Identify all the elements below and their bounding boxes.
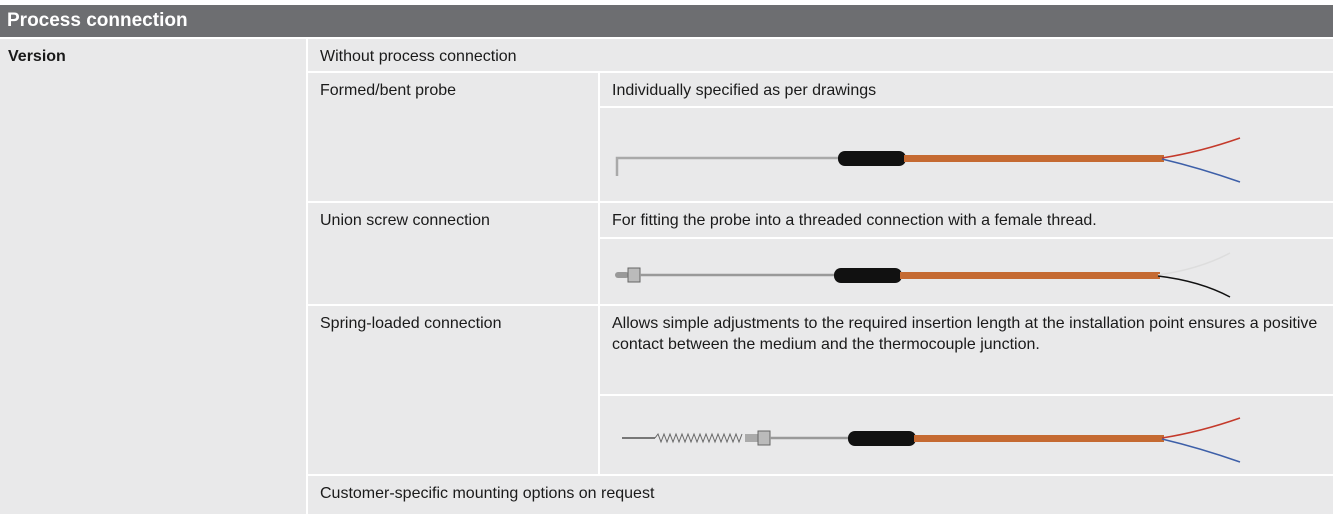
cell: Customer-specific mounting options on re… [308, 476, 1333, 514]
probe-illustration [622, 417, 1241, 463]
option-name: Spring-loaded connection [308, 306, 598, 474]
row-label: Version [0, 39, 306, 514]
option-name: Union screw connection [308, 203, 598, 304]
image-cell [600, 108, 1333, 201]
option-description: Allows simple adjustments to the require… [600, 306, 1333, 394]
probe-illustration [615, 137, 1241, 183]
option-description: Individually specified as per drawings [600, 73, 1333, 106]
image-cell [600, 239, 1333, 304]
option-name: Formed/bent probe [308, 73, 598, 201]
section-header: Process connection [0, 5, 1333, 37]
cell: Without process connection [308, 39, 1333, 71]
probe-illustration [615, 252, 1231, 298]
image-cell [600, 396, 1333, 474]
option-description: For fitting the probe into a threaded co… [600, 203, 1333, 237]
